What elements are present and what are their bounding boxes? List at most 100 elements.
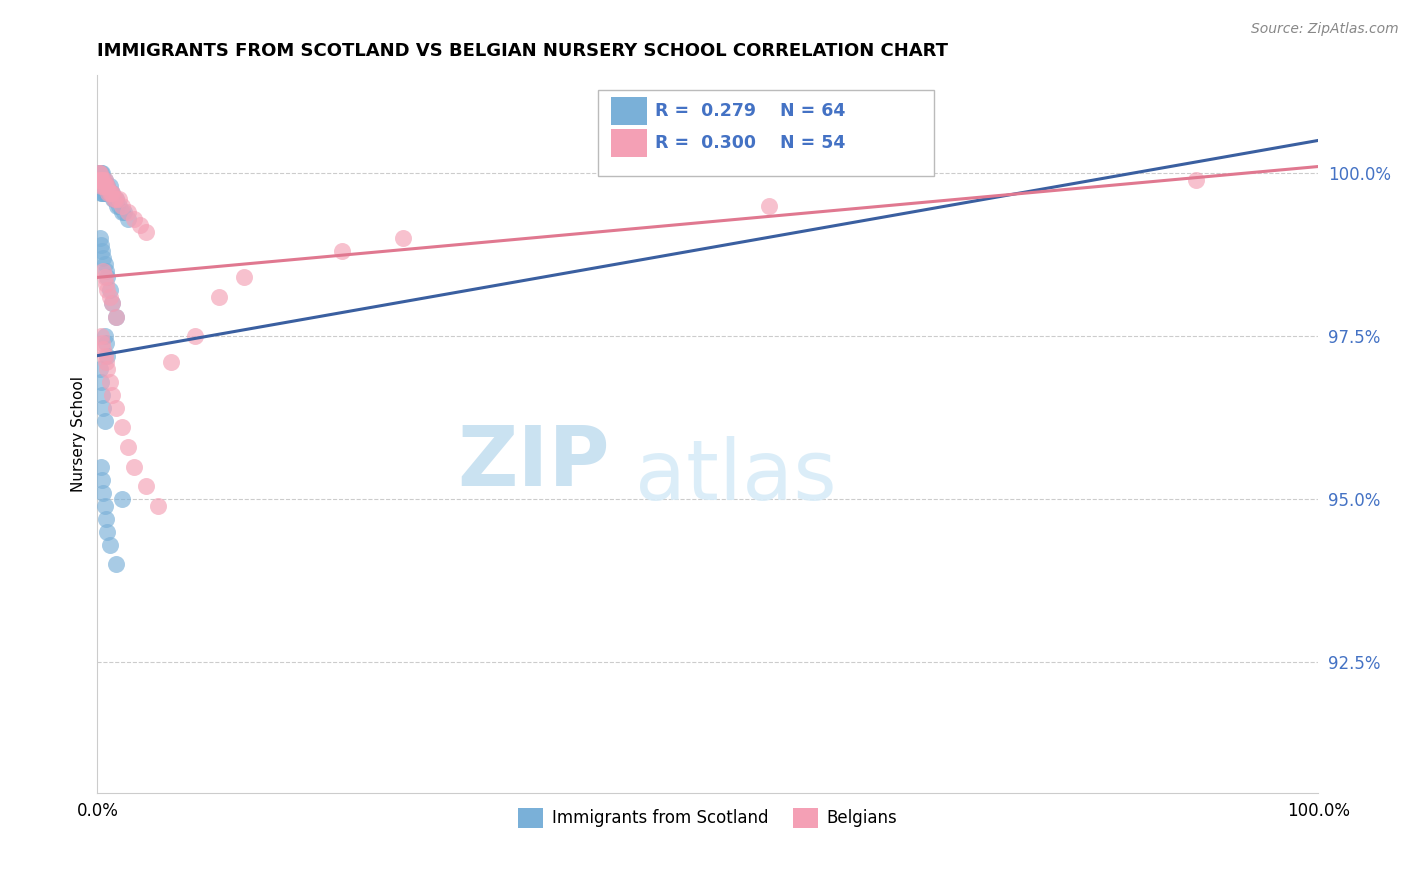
Immigrants from Scotland (90, 172, 112, 186)
Belgians (101, 186, 124, 200)
Immigrants from Scotland (87, 166, 110, 180)
Belgians (104, 401, 127, 415)
Immigrants from Scotland (94, 335, 117, 350)
Immigrants from Scotland (98, 186, 121, 200)
Belgians (98, 375, 121, 389)
Immigrants from Scotland (93, 172, 115, 186)
Belgians (117, 205, 139, 219)
Belgians (1185, 172, 1208, 186)
FancyBboxPatch shape (612, 129, 647, 157)
Immigrants from Scotland (105, 199, 128, 213)
Text: Source: ZipAtlas.com: Source: ZipAtlas.com (1251, 22, 1399, 37)
Belgians (91, 172, 114, 186)
Immigrants from Scotland (96, 186, 118, 200)
Immigrants from Scotland (87, 179, 110, 194)
Immigrants from Scotland (98, 179, 121, 194)
Belgians (129, 218, 152, 232)
Belgians (87, 166, 110, 180)
Belgians (111, 199, 134, 213)
Immigrants from Scotland (96, 179, 118, 194)
Belgians (98, 290, 121, 304)
Belgians (184, 329, 207, 343)
Immigrants from Scotland (93, 414, 115, 428)
Immigrants from Scotland (89, 166, 111, 180)
Belgians (122, 211, 145, 226)
Belgians (94, 277, 117, 291)
Belgians (94, 355, 117, 369)
Immigrants from Scotland (91, 388, 114, 402)
Belgians (111, 420, 134, 434)
Immigrants from Scotland (93, 401, 115, 415)
Immigrants from Scotland (91, 473, 114, 487)
Immigrants from Scotland (104, 558, 127, 572)
Belgians (89, 172, 111, 186)
Y-axis label: Nursery School: Nursery School (72, 376, 86, 491)
Belgians (93, 264, 115, 278)
Immigrants from Scotland (91, 179, 114, 194)
Immigrants from Scotland (93, 485, 115, 500)
Belgians (101, 296, 124, 310)
Belgians (96, 284, 118, 298)
Belgians (135, 479, 157, 493)
Immigrants from Scotland (90, 179, 112, 194)
Immigrants from Scotland (91, 172, 114, 186)
Immigrants from Scotland (90, 375, 112, 389)
Belgians (117, 440, 139, 454)
Belgians (391, 231, 413, 245)
Belgians (93, 179, 115, 194)
Text: atlas: atlas (634, 436, 837, 517)
Belgians (93, 172, 115, 186)
Belgians (108, 192, 131, 206)
Belgians (97, 186, 120, 200)
Belgians (103, 192, 125, 206)
Belgians (90, 179, 112, 194)
Belgians (104, 192, 127, 206)
Immigrants from Scotland (101, 296, 124, 310)
Belgians (93, 349, 115, 363)
Immigrants from Scotland (90, 166, 112, 180)
Belgians (91, 335, 114, 350)
Immigrants from Scotland (111, 492, 134, 507)
Text: R =  0.279    N = 64: R = 0.279 N = 64 (655, 102, 845, 120)
Belgians (232, 270, 254, 285)
Immigrants from Scotland (91, 186, 114, 200)
Belgians (90, 172, 112, 186)
Immigrants from Scotland (87, 172, 110, 186)
Belgians (94, 179, 117, 194)
Immigrants from Scotland (93, 499, 115, 513)
Belgians (93, 179, 115, 194)
Belgians (93, 342, 115, 356)
Belgians (159, 355, 181, 369)
Immigrants from Scotland (98, 538, 121, 552)
Immigrants from Scotland (89, 172, 111, 186)
Belgians (122, 459, 145, 474)
Immigrants from Scotland (93, 329, 115, 343)
Belgians (101, 388, 124, 402)
Belgians (89, 166, 111, 180)
Immigrants from Scotland (93, 257, 115, 271)
Immigrants from Scotland (93, 251, 115, 265)
Immigrants from Scotland (93, 186, 115, 200)
Immigrants from Scotland (96, 270, 118, 285)
Immigrants from Scotland (101, 186, 124, 200)
Immigrants from Scotland (104, 192, 127, 206)
Immigrants from Scotland (90, 237, 112, 252)
Immigrants from Scotland (94, 179, 117, 194)
Immigrants from Scotland (89, 231, 111, 245)
Immigrants from Scotland (111, 205, 134, 219)
Immigrants from Scotland (96, 349, 118, 363)
Immigrants from Scotland (91, 244, 114, 259)
Belgians (330, 244, 353, 259)
Belgians (135, 225, 157, 239)
Immigrants from Scotland (97, 186, 120, 200)
Belgians (96, 179, 118, 194)
Immigrants from Scotland (112, 205, 135, 219)
Belgians (93, 270, 115, 285)
Immigrants from Scotland (93, 179, 115, 194)
Immigrants from Scotland (98, 284, 121, 298)
Immigrants from Scotland (89, 179, 111, 194)
Legend: Immigrants from Scotland, Belgians: Immigrants from Scotland, Belgians (512, 801, 904, 835)
Immigrants from Scotland (117, 211, 139, 226)
Belgians (104, 310, 127, 324)
Belgians (96, 361, 118, 376)
